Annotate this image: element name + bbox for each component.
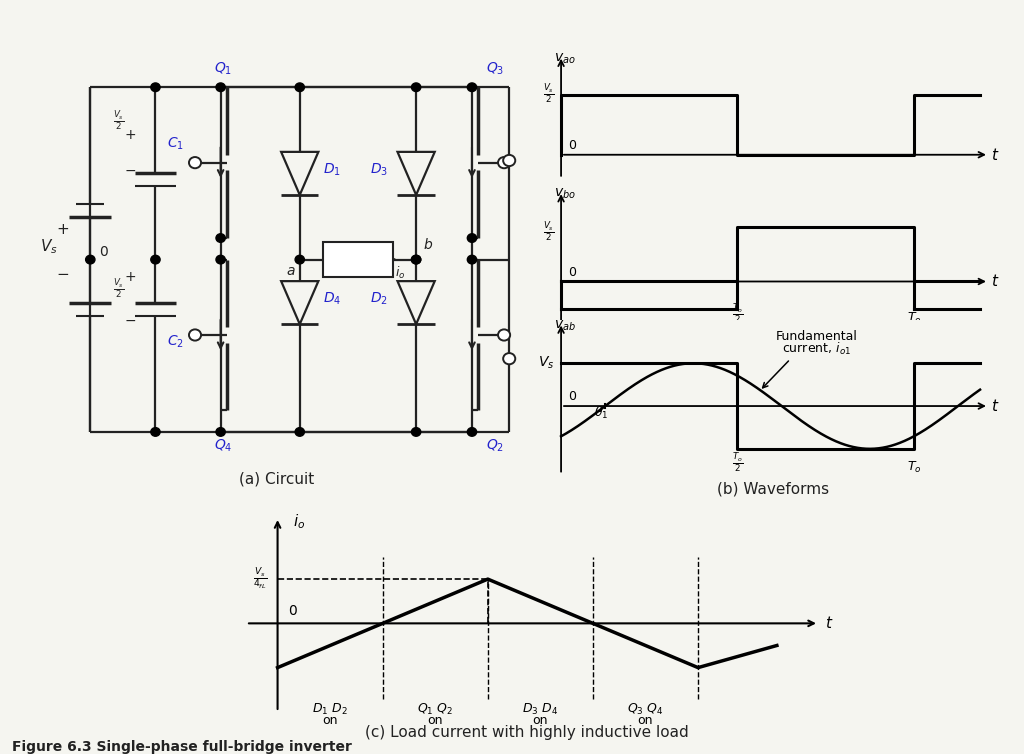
Text: $D_3$: $D_3$ [370,161,388,178]
FancyBboxPatch shape [323,242,393,277]
Text: $Q_3$: $Q_3$ [486,60,504,77]
Text: $Q_1$: $Q_1$ [214,60,232,77]
Circle shape [412,83,421,91]
Circle shape [295,83,304,91]
Text: $t$: $t$ [825,615,834,631]
Circle shape [498,329,510,341]
Circle shape [151,428,160,437]
Text: $b$: $b$ [423,237,433,252]
Circle shape [503,155,515,166]
Text: $Q_2$: $Q_2$ [486,437,504,454]
Text: $-$: $-$ [124,313,136,327]
Text: $v_{ao}$: $v_{ao}$ [554,51,577,66]
Circle shape [151,256,160,264]
Text: $D_2$: $D_2$ [370,291,387,307]
Text: (c) Load current with highly inductive load: (c) Load current with highly inductive l… [366,725,689,740]
Text: Load: Load [341,253,375,267]
Circle shape [189,157,201,168]
Circle shape [151,83,160,91]
Text: on: on [427,714,443,727]
Text: $\frac{V_s}{2}$: $\frac{V_s}{2}$ [113,110,124,133]
Circle shape [216,83,225,91]
Text: 0: 0 [567,265,575,279]
Text: Figure 6.3 Single-phase full-bridge inverter: Figure 6.3 Single-phase full-bridge inve… [12,740,352,754]
Text: $T_o$: $T_o$ [906,311,922,326]
Circle shape [503,353,515,364]
Circle shape [412,256,421,264]
Text: 0: 0 [288,604,297,618]
Text: $Q_3\ Q_4$: $Q_3\ Q_4$ [627,702,664,717]
Text: +: + [124,270,135,284]
Text: $C_1$: $C_1$ [167,136,184,152]
Text: 0: 0 [567,139,575,152]
Text: $i_o$: $i_o$ [395,265,406,281]
Text: (b) Waveforms: (b) Waveforms [717,482,829,497]
Text: on: on [532,714,548,727]
Text: $\theta_1$: $\theta_1$ [594,405,608,421]
Circle shape [498,157,510,168]
Circle shape [412,428,421,437]
Text: $\frac{V_s}{2}$: $\frac{V_s}{2}$ [543,221,554,244]
Circle shape [467,256,476,264]
Text: current, $i_{o1}$: current, $i_{o1}$ [782,341,851,357]
Text: 0: 0 [567,390,575,403]
Text: $-$: $-$ [124,162,136,176]
Text: $v_{bo}$: $v_{bo}$ [554,187,577,201]
Circle shape [295,256,304,264]
Text: $\frac{T_o}{2}$: $\frac{T_o}{2}$ [732,451,743,474]
Text: $D_4$: $D_4$ [323,291,341,307]
Text: $D_1$: $D_1$ [323,161,341,178]
Text: $\frac{T_o}{2}$: $\frac{T_o}{2}$ [732,303,743,326]
Circle shape [295,428,304,437]
Text: $i_o$: $i_o$ [293,512,305,531]
Text: $\frac{V_s}{2}$: $\frac{V_s}{2}$ [113,278,124,302]
Circle shape [216,234,225,242]
Text: $V_s$: $V_s$ [538,355,554,372]
Text: $D_1\ D_2$: $D_1\ D_2$ [312,702,348,717]
Circle shape [412,256,421,264]
Text: $\frac{V_s}{2}$: $\frac{V_s}{2}$ [543,83,554,106]
Circle shape [467,428,476,437]
Text: $-$: $-$ [55,265,69,280]
Circle shape [216,428,225,437]
Text: $T_o$: $T_o$ [906,459,922,474]
Text: $\frac{V_s}{4_{fL}}$: $\frac{V_s}{4_{fL}}$ [253,566,267,592]
Text: $C_2$: $C_2$ [167,334,184,350]
Text: $Q_4$: $Q_4$ [214,437,232,454]
Text: on: on [323,714,338,727]
Text: on: on [638,714,653,727]
Text: $t$: $t$ [991,274,999,290]
Text: (a) Circuit: (a) Circuit [239,472,314,486]
Text: $t$: $t$ [991,398,999,414]
Text: $t$: $t$ [991,147,999,163]
Text: 0: 0 [99,245,109,259]
Circle shape [86,256,95,264]
Text: Fundamental: Fundamental [776,329,858,343]
Circle shape [216,256,225,264]
Text: $a$: $a$ [286,264,295,277]
Text: $Q_1\ Q_2$: $Q_1\ Q_2$ [417,702,454,717]
Circle shape [467,234,476,242]
Text: $V_s$: $V_s$ [40,237,57,256]
Text: +: + [56,222,69,237]
Text: $v_{ab}$: $v_{ab}$ [554,318,577,333]
Circle shape [189,329,201,341]
Text: $D_3\ D_4$: $D_3\ D_4$ [522,702,558,717]
Circle shape [467,83,476,91]
Text: +: + [124,128,135,142]
